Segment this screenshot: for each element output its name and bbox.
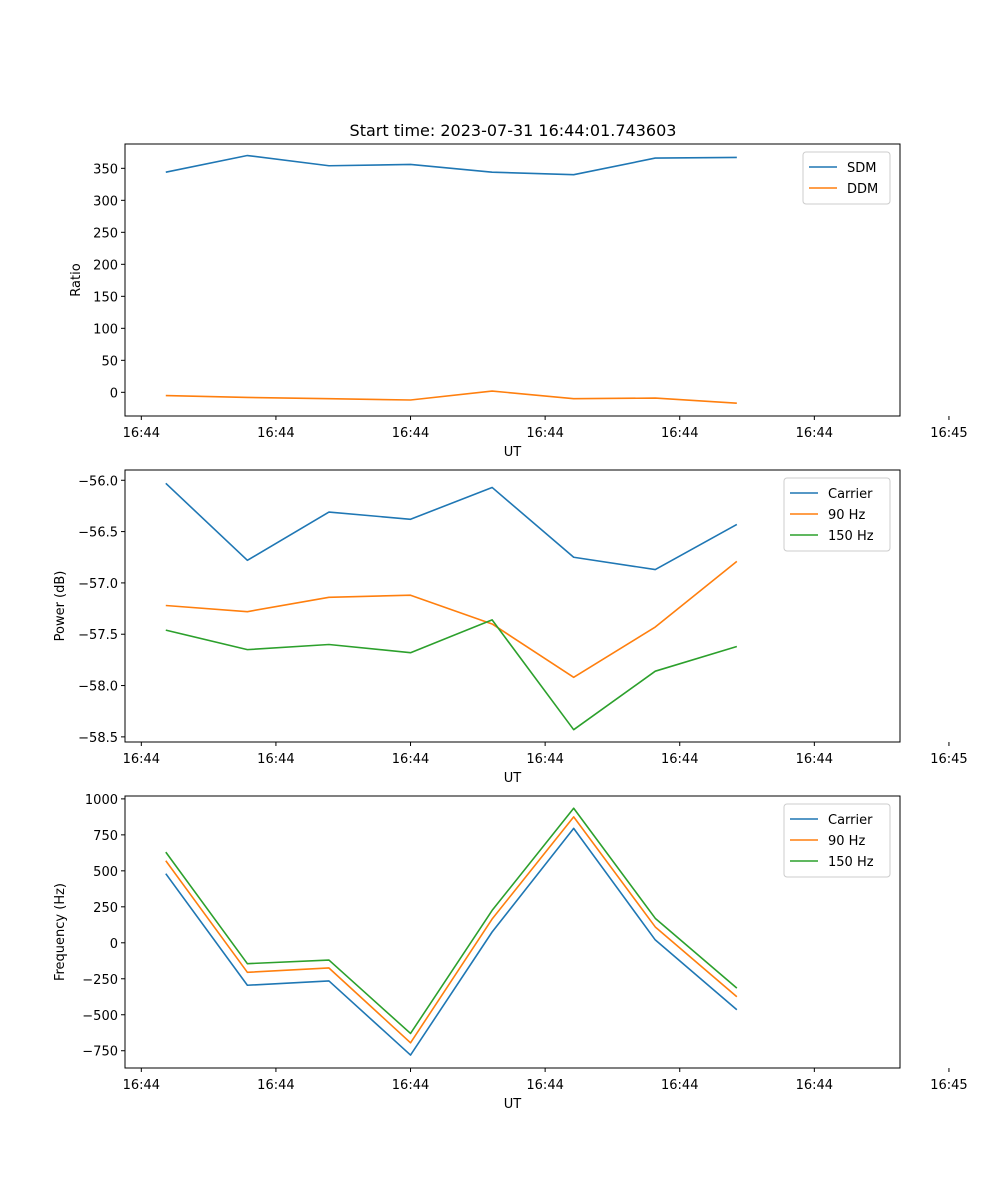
power-x-tick-label: 16:44 [257, 752, 294, 767]
frequency-x-tick-label: 16:44 [123, 1078, 160, 1093]
frequency-axes-frame [124, 795, 901, 1069]
power-legend-label-carrier: Carrier [828, 487, 873, 502]
frequency-x-tick-label: 16:44 [392, 1078, 429, 1093]
frequency-panel: −750 −500 −250 0 250 500 750 1000 16:44 16:44 16:4… [53, 793, 968, 1112]
power-y-tick-label: −58.0 [78, 680, 118, 695]
ratio-x-axis-label: UT [504, 445, 522, 460]
frequency-y-tick-label: −250 [82, 973, 118, 988]
frequency-series-carrier [165, 827, 738, 1056]
frequency-legend-label-carrier: Carrier [828, 813, 873, 828]
power-x-tick-label: 16:44 [796, 752, 833, 767]
frequency-legend-box [783, 803, 891, 878]
ratio-legend-label-sdm: SDM [847, 161, 876, 176]
ratio-y-tick-label: 0 [110, 386, 118, 401]
ratio-panel: 0 50 100 150 200 250 300 350 16:44 16:44 16:44 16:4… [69, 143, 968, 460]
frequency-x-tick-label: 16:44 [796, 1078, 833, 1093]
ratio-x-tick-label: 16:44 [796, 426, 833, 441]
power-legend: Carrier 90 Hz 150 Hz [783, 477, 891, 552]
ratio-x-tick-label: 16:45 [930, 426, 967, 441]
frequency-x-axis-label: UT [504, 1097, 522, 1112]
power-y-tick-label: −56.0 [78, 474, 118, 489]
power-legend-label-150-hz: 150 Hz [828, 529, 874, 544]
frequency-y-tick-label: 0 [110, 937, 118, 952]
ratio-y-tick-label: 100 [93, 322, 118, 337]
ratio-series-sdm [165, 154, 737, 176]
power-panel: −56.0 −56.5 −57.0 −57.5 −58.0 −58.5 16:44 16:44… [53, 469, 968, 786]
frequency-x-tick-label: 16:45 [930, 1078, 967, 1093]
chart-title: Start time: 2023-07-31 16:44:01.743603 [350, 121, 677, 140]
frequency-y-tick-label: 750 [93, 829, 118, 844]
ratio-y-tick-label: 200 [93, 258, 118, 273]
frequency-legend: Carrier 90 Hz 150 Hz [783, 803, 891, 878]
frequency-y-tick-label: 500 [93, 865, 118, 880]
ratio-x-tick-label: 16:44 [257, 426, 294, 441]
power-x-tick-label: 16:44 [123, 752, 160, 767]
ratio-y-tick-label: 50 [101, 354, 118, 369]
ratio-y-tick-label: 250 [93, 226, 118, 241]
power-axes-frame [124, 469, 901, 743]
frequency-legend-label-150-hz: 150 Hz [828, 855, 874, 870]
power-y-axis-label: Power (dB) [53, 571, 68, 642]
power-x-tick-label: 16:44 [661, 752, 698, 767]
power-y-tick-label: −57.0 [78, 577, 118, 592]
frequency-series-90-hz [165, 816, 738, 1044]
ratio-y-axis-label: Ratio [69, 263, 84, 296]
ratio-x-tick-label: 16:44 [661, 426, 698, 441]
frequency-x-tick-label: 16:44 [257, 1078, 294, 1093]
power-series-carrier [165, 482, 738, 571]
frequency-y-tick-label: 250 [93, 901, 118, 916]
power-legend-label-90-hz: 90 Hz [828, 508, 865, 523]
power-x-tick-label: 16:45 [930, 752, 967, 767]
frequency-y-tick-label: −500 [82, 1009, 118, 1024]
ratio-x-tick-label: 16:44 [526, 426, 563, 441]
power-y-tick-label: −56.5 [78, 526, 118, 541]
ratio-y-tick-label: 350 [93, 162, 118, 177]
frequency-x-tick-label: 16:44 [526, 1078, 563, 1093]
ratio-axes-frame [124, 143, 901, 417]
ratio-x-tick-label: 16:44 [392, 426, 429, 441]
power-series-90-hz [165, 560, 738, 679]
frequency-x-tick-label: 16:44 [661, 1078, 698, 1093]
ratio-y-tick-label: 150 [93, 290, 118, 305]
ratio-legend-box [802, 151, 891, 205]
frequency-legend-label-90-hz: 90 Hz [828, 834, 865, 849]
ratio-x-tick-label: 16:44 [123, 426, 160, 441]
power-x-tick-label: 16:44 [526, 752, 563, 767]
power-y-tick-label: −57.5 [78, 628, 118, 643]
power-y-tick-label: −58.5 [78, 731, 118, 746]
frequency-y-axis-label: Frequency (Hz) [53, 883, 68, 981]
frequency-series-150-hz [165, 807, 738, 1035]
ratio-y-tick-label: 300 [93, 194, 118, 209]
power-x-tick-label: 16:44 [392, 752, 429, 767]
ratio-series-ddm [165, 390, 737, 404]
frequency-y-tick-label: −750 [82, 1045, 118, 1060]
ratio-legend-label-ddm: DDM [847, 182, 878, 197]
ratio-legend: SDM DDM [802, 151, 891, 205]
power-x-axis-label: UT [504, 771, 522, 786]
power-legend-box [783, 477, 891, 552]
power-series-150-hz [165, 619, 738, 731]
frequency-y-tick-label: 1000 [85, 793, 118, 808]
